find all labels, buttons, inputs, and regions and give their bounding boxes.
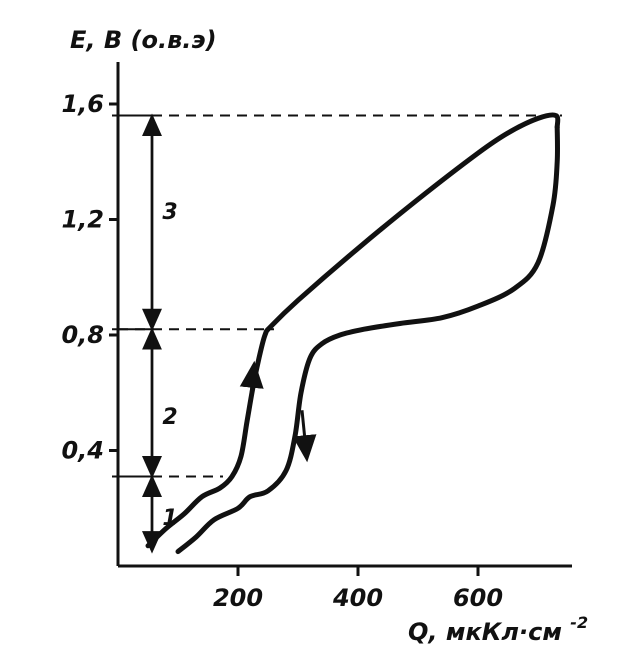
direction-arrows-group <box>239 360 317 463</box>
x-axis-title-text: Q, мкКл·см <box>408 618 562 646</box>
curves-group <box>145 112 561 555</box>
y-axis-title: E, B (o.в.э) <box>70 26 217 54</box>
region-label: 3 <box>162 200 177 225</box>
anodic-branch-line <box>145 112 561 549</box>
direction-arrow-up <box>239 360 264 413</box>
y-tick-label: 1,2 <box>61 206 104 234</box>
y-tick-label: 1,6 <box>61 90 104 118</box>
cathodic-branch-line <box>175 124 561 555</box>
y-tick-label: 0,8 <box>61 321 104 349</box>
x-tick-label: 400 <box>332 584 383 612</box>
region-label: 2 <box>162 405 177 430</box>
x-axis-title: Q, мкКл·см -2 <box>408 613 588 646</box>
region-label: 1 <box>162 506 177 531</box>
ticks-group: 0,4 0,8 1,2 1,6 200 400 600 <box>61 90 503 612</box>
direction-arrow-down <box>292 410 317 463</box>
regions-group: 1 2 3 <box>162 200 177 531</box>
y-tick-label: 0,4 <box>61 437 104 465</box>
x-axis-title-exponent: -2 <box>570 613 588 632</box>
reference-lines-group <box>112 113 562 554</box>
x-tick-label: 200 <box>213 584 263 612</box>
x-tick-label: 600 <box>453 584 503 612</box>
